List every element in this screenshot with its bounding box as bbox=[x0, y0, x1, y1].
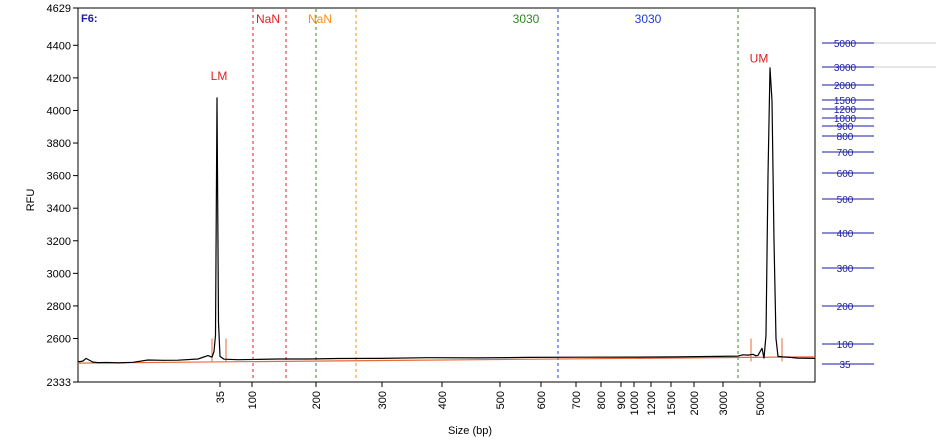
peak-label: LM bbox=[211, 69, 228, 83]
y-tick-label: 3400 bbox=[47, 203, 71, 215]
x-tick-label: 800 bbox=[596, 391, 608, 409]
series-layer bbox=[77, 67, 816, 364]
ladder-tick-label: 100 bbox=[837, 340, 854, 351]
region-label: 3030 bbox=[513, 12, 540, 26]
annotation-layer: LM UM bbox=[211, 52, 769, 83]
x-tick-label: 5000 bbox=[755, 391, 767, 415]
x-tick-label: 700 bbox=[571, 391, 583, 409]
x-tick-label: 200 bbox=[311, 391, 323, 409]
panel-label: F6: bbox=[81, 13, 98, 25]
y-tick-label: 3200 bbox=[47, 236, 71, 248]
ladder-tick-label: 700 bbox=[837, 148, 854, 159]
ladder-tick-label: 500 bbox=[837, 195, 854, 206]
region-lines: NaN NaN 3030 3030 bbox=[252, 9, 739, 381]
ladder-tick-label: 900 bbox=[837, 122, 854, 133]
x-tick-label: 500 bbox=[495, 391, 507, 409]
x-tick-label: 3000 bbox=[718, 391, 730, 415]
ladder-tick-label: 2000 bbox=[834, 81, 857, 92]
x-axis: 35 100 200 300 400 500 600 700 800 900 1000 1200 150… bbox=[215, 382, 767, 415]
y-axis-label: RFU bbox=[25, 189, 37, 212]
ladder-tick-label: 600 bbox=[837, 169, 854, 180]
region-label: NaN bbox=[308, 12, 332, 26]
ladder-tick-label: 3000 bbox=[834, 63, 857, 74]
ladder-tick-label: 1500 bbox=[834, 96, 857, 107]
peak-label: UM bbox=[750, 52, 769, 66]
x-axis-label: Size (bp) bbox=[448, 425, 492, 437]
y-tick-label: 3000 bbox=[47, 268, 71, 280]
region-label: 3030 bbox=[635, 12, 662, 26]
ladder-tick-label: 35 bbox=[839, 360, 851, 371]
series-line bbox=[77, 356, 816, 364]
y-tick-label: 3600 bbox=[47, 171, 71, 183]
ladder-tick-label: 800 bbox=[837, 132, 854, 143]
y-tick-label: 4629 bbox=[47, 3, 71, 15]
x-tick-label: 400 bbox=[437, 391, 449, 409]
y-tick-label: 4200 bbox=[47, 73, 71, 85]
x-tick-label: 600 bbox=[536, 391, 548, 409]
ladder-tick-label: 400 bbox=[837, 229, 854, 240]
x-tick-label: 2000 bbox=[689, 391, 701, 415]
plot-area bbox=[77, 7, 816, 383]
y-tick-label: 2333 bbox=[47, 377, 71, 389]
x-tick-label: 300 bbox=[377, 391, 389, 409]
y-tick-label: 4400 bbox=[47, 40, 71, 52]
y-axis: 2333 2600 2800 3000 3200 3400 3600 3800 4000 4200… bbox=[47, 3, 78, 389]
y-tick-label: 4000 bbox=[47, 105, 71, 117]
ladder-tick-label: 300 bbox=[837, 264, 854, 275]
y-tick-label: 2800 bbox=[47, 301, 71, 313]
x-tick-label: 100 bbox=[247, 391, 259, 409]
ladder-tick-label: 200 bbox=[837, 302, 854, 313]
ladder-tick-label: 5000 bbox=[834, 39, 857, 50]
x-tick-label: 900 bbox=[616, 391, 628, 409]
y-tick-label: 2600 bbox=[47, 334, 71, 346]
x-tick-label: 35 bbox=[215, 391, 227, 403]
x-tick-label: 1200 bbox=[646, 391, 658, 415]
y-tick-label: 3800 bbox=[47, 138, 71, 150]
region-label: NaN bbox=[256, 12, 280, 26]
ladder-tick-label: 1200 bbox=[834, 105, 857, 116]
x-tick-label: 1000 bbox=[629, 391, 641, 415]
x-tick-label: 1500 bbox=[666, 391, 678, 415]
ladder-tick-label: 1000 bbox=[834, 114, 857, 125]
series-line bbox=[78, 67, 816, 364]
